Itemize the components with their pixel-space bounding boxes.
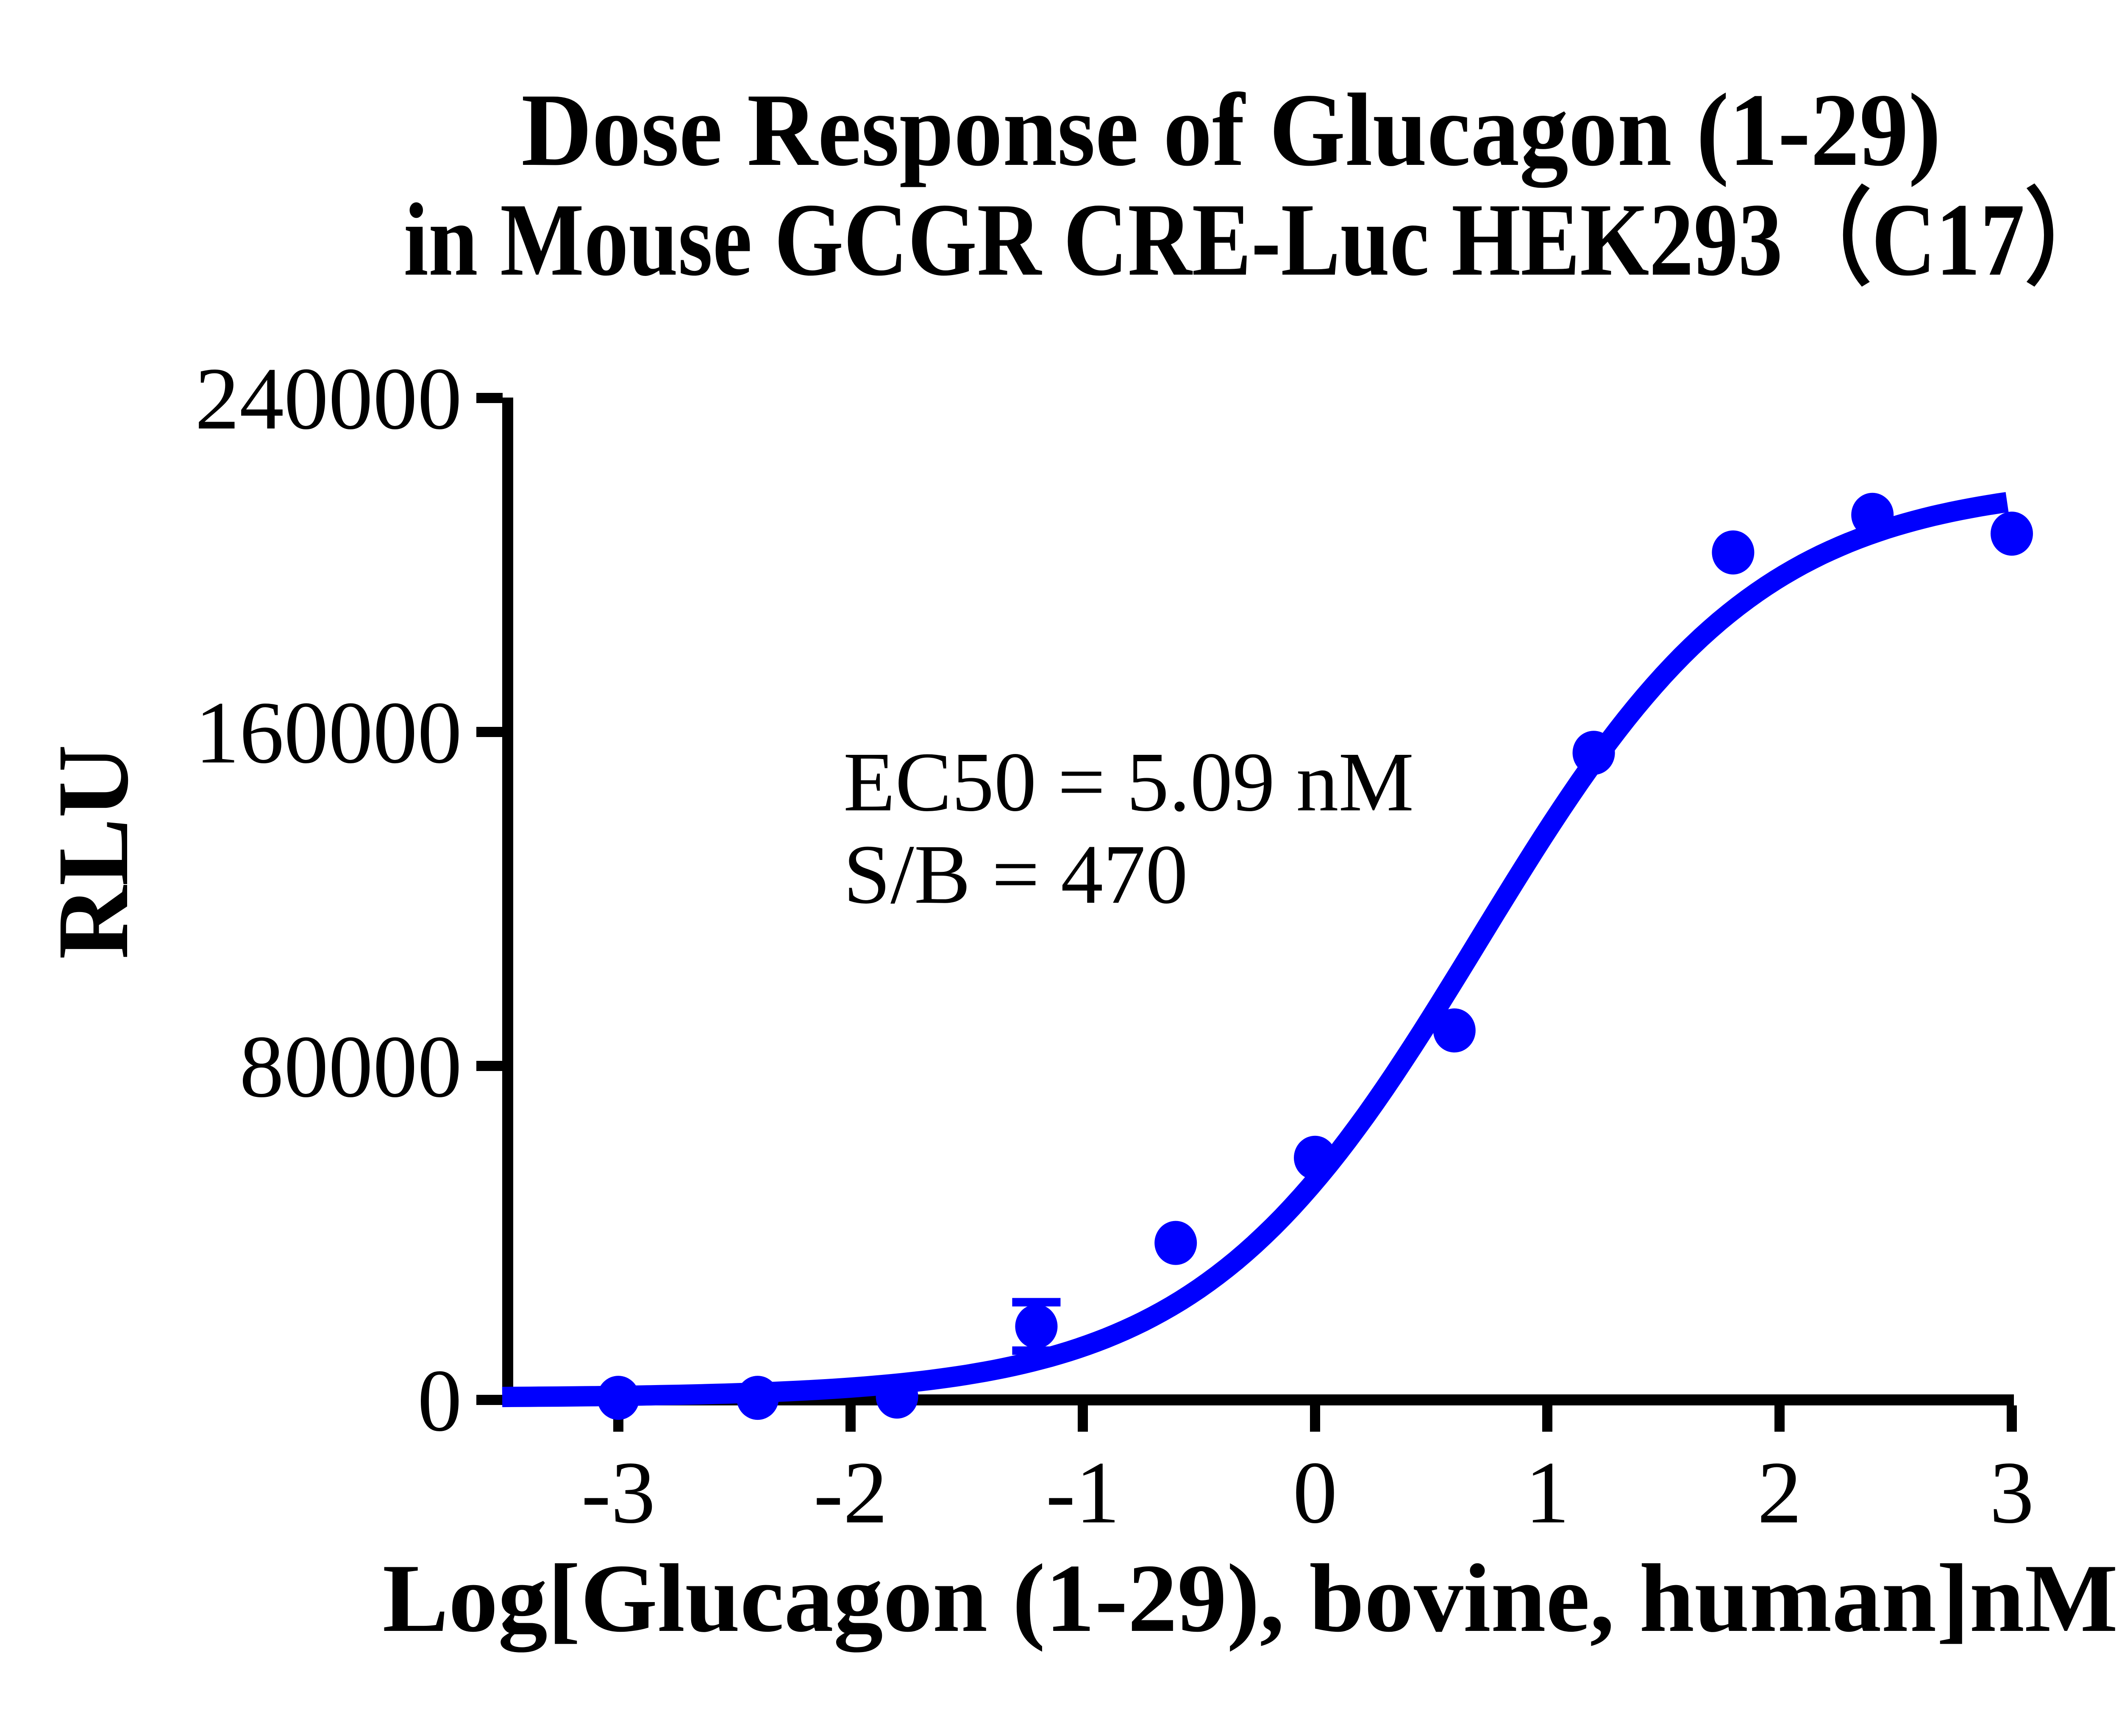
x-tick-label-2: 2 bbox=[1757, 1444, 1802, 1542]
y-axis-ticks bbox=[476, 393, 503, 1405]
x-tick-label-neg3: -3 bbox=[581, 1444, 656, 1542]
x-tick-label-neg1: -1 bbox=[1046, 1444, 1120, 1542]
data-point-markers bbox=[597, 492, 2033, 1420]
data-point bbox=[1991, 512, 2033, 556]
x-axis-ticks bbox=[613, 1405, 2017, 1432]
data-point bbox=[1572, 731, 1615, 775]
chart-title-line1: Dose Response of Glucagon (1-29) bbox=[521, 72, 1941, 188]
y-tick-label-80000: 80000 bbox=[239, 1018, 462, 1116]
data-point bbox=[736, 1376, 779, 1420]
y-tick-label-240000: 240000 bbox=[195, 350, 462, 448]
annotation-ec50: EC50 = 5.09 nM bbox=[843, 735, 1414, 829]
chart-title-line2: in Mouse GCGR CRE-Luc HEK293（C17） bbox=[404, 182, 2114, 298]
data-point bbox=[1154, 1221, 1197, 1265]
x-axis-title: Log[Glucagon (1-29), bovine, human]nM bbox=[383, 1544, 2118, 1653]
data-point bbox=[1433, 1008, 1476, 1053]
x-tick-label-0: 0 bbox=[1293, 1444, 1338, 1542]
data-point bbox=[1712, 530, 1755, 575]
annotation-sb: S/B = 470 bbox=[843, 828, 1188, 921]
x-tick-label-3: 3 bbox=[1990, 1444, 2034, 1542]
y-axis-title: RLU bbox=[36, 745, 149, 960]
data-point bbox=[876, 1374, 918, 1419]
y-tick-label-0: 0 bbox=[417, 1352, 462, 1450]
data-point bbox=[597, 1376, 640, 1420]
x-tick-label-1: 1 bbox=[1525, 1444, 1570, 1542]
data-point bbox=[1294, 1135, 1336, 1180]
y-tick-label-160000: 160000 bbox=[195, 684, 462, 782]
data-point bbox=[1851, 492, 1894, 537]
x-tick-label-neg2: -2 bbox=[814, 1444, 888, 1542]
data-point bbox=[1015, 1304, 1058, 1349]
